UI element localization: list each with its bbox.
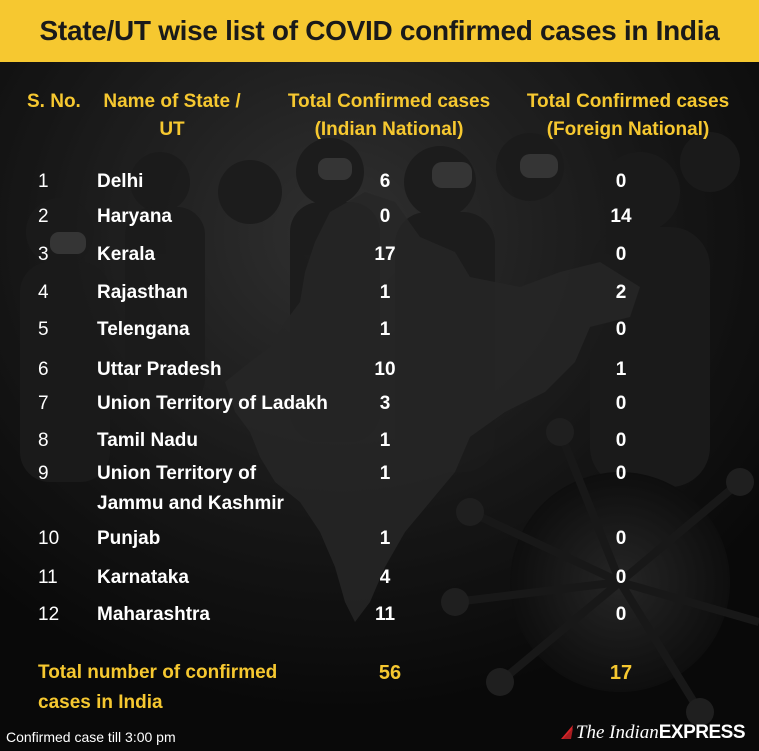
row-foreign-count: 0 bbox=[615, 567, 627, 588]
row-state-name: Karnataka bbox=[97, 567, 189, 588]
row-foreign-count: 0 bbox=[615, 393, 627, 414]
table-row: 8 Tamil Nadu 1 0 bbox=[0, 426, 759, 456]
row-state-name: Uttar Pradesh bbox=[97, 359, 222, 380]
row-indian-count: 17 bbox=[374, 244, 396, 265]
row-sno: 6 bbox=[38, 359, 49, 380]
total-indian-count: 56 bbox=[378, 662, 402, 684]
row-sno: 3 bbox=[38, 244, 49, 265]
row-indian-count: 1 bbox=[379, 319, 391, 340]
row-foreign-count: 0 bbox=[615, 528, 627, 549]
row-indian-count: 4 bbox=[379, 567, 391, 588]
row-state-name: Rajasthan bbox=[97, 282, 188, 303]
row-indian-count: 3 bbox=[379, 393, 391, 414]
table-row: 5 Telengana 1 0 bbox=[0, 315, 759, 345]
table-row: 3 Kerala 17 0 bbox=[0, 240, 759, 270]
table-row: 10 Punjab 1 0 bbox=[0, 524, 759, 554]
row-indian-count: 6 bbox=[379, 171, 391, 192]
row-state-name: Union Territory of Ladakh bbox=[97, 393, 328, 414]
brand-express: EXPRESS bbox=[658, 722, 746, 743]
row-sno: 12 bbox=[38, 604, 60, 625]
row-foreign-count: 0 bbox=[615, 463, 627, 484]
header-indian-national: Total Confirmed cases (Indian National) bbox=[287, 91, 491, 140]
row-sno: 7 bbox=[38, 393, 49, 414]
row-indian-count: 11 bbox=[374, 604, 396, 625]
row-state-name: Union Territory of Jammu and Kashmir bbox=[97, 459, 284, 519]
row-sno: 11 bbox=[38, 567, 58, 588]
header-state-name: Name of State / UT bbox=[103, 91, 241, 140]
row-state-name: Maharashtra bbox=[97, 604, 210, 625]
india-map bbox=[225, 192, 640, 622]
header-foreign-national: Total Confirmed cases (Foreign National) bbox=[526, 91, 730, 140]
table-row: 9 Union Territory of Jammu and Kashmir 1… bbox=[0, 459, 759, 521]
row-foreign-count: 0 bbox=[615, 171, 627, 192]
row-foreign-count: 0 bbox=[615, 604, 627, 625]
brand-mark-icon bbox=[560, 725, 573, 739]
row-sno: 1 bbox=[38, 171, 49, 192]
row-state-name: Delhi bbox=[97, 171, 144, 192]
virus-illustration bbox=[441, 418, 759, 726]
title-bar bbox=[0, 0, 759, 62]
background-illustration bbox=[0, 62, 759, 751]
row-sno: 5 bbox=[38, 319, 49, 340]
row-state-name-line1: Union Territory of bbox=[97, 463, 257, 484]
row-sno: 9 bbox=[38, 463, 49, 484]
row-foreign-count: 0 bbox=[615, 319, 627, 340]
total-label-line2: cases in India bbox=[38, 692, 163, 713]
row-foreign-count: 1 bbox=[615, 359, 627, 380]
page-title: State/UT wise list of COVID confirmed ca… bbox=[39, 15, 720, 46]
header-sno: S. No. bbox=[27, 91, 81, 112]
row-sno: 8 bbox=[38, 430, 49, 451]
total-label-line1: Total number of confirmed bbox=[38, 662, 278, 683]
table-row: 1 Delhi 6 0 bbox=[0, 167, 759, 197]
row-foreign-count: 0 bbox=[615, 244, 627, 265]
row-state-name: Tamil Nadu bbox=[97, 430, 198, 451]
table-row: 2 Haryana 0 14 bbox=[0, 202, 759, 232]
row-foreign-count: 0 bbox=[615, 430, 627, 451]
table-row: 11 Karnataka 4 0 bbox=[0, 563, 759, 593]
table-row: 12 Maharashtra 11 0 bbox=[0, 600, 759, 630]
table-row: 6 Uttar Pradesh 10 1 bbox=[0, 355, 759, 385]
row-indian-count: 10 bbox=[374, 359, 396, 380]
total-label: Total number of confirmed cases in India bbox=[38, 658, 328, 718]
row-state-name: Kerala bbox=[97, 244, 156, 265]
row-indian-count: 1 bbox=[379, 282, 391, 303]
total-foreign-count: 17 bbox=[609, 662, 633, 684]
brand-the-indian: The Indian bbox=[575, 722, 659, 743]
row-sno: 4 bbox=[38, 282, 49, 303]
row-state-name: Haryana bbox=[97, 206, 172, 227]
row-indian-count: 1 bbox=[379, 430, 391, 451]
row-indian-count: 1 bbox=[379, 528, 391, 549]
brand-logo: The IndianEXPRESS bbox=[560, 720, 746, 746]
row-state-name: Punjab bbox=[97, 528, 161, 549]
row-indian-count: 1 bbox=[379, 463, 391, 484]
row-foreign-count: 14 bbox=[610, 206, 632, 227]
row-foreign-count: 2 bbox=[615, 282, 627, 303]
footer-note: Confirmed case till 3:00 pm bbox=[6, 729, 176, 745]
row-sno: 2 bbox=[38, 206, 49, 227]
row-indian-count: 0 bbox=[379, 206, 391, 227]
row-state-name-line2: Jammu and Kashmir bbox=[97, 493, 284, 514]
row-sno: 10 bbox=[38, 528, 60, 549]
table-row: 4 Rajasthan 1 2 bbox=[0, 278, 759, 308]
row-state-name: Telengana bbox=[97, 319, 190, 340]
table-row: 7 Union Territory of Ladakh 3 0 bbox=[0, 389, 759, 419]
